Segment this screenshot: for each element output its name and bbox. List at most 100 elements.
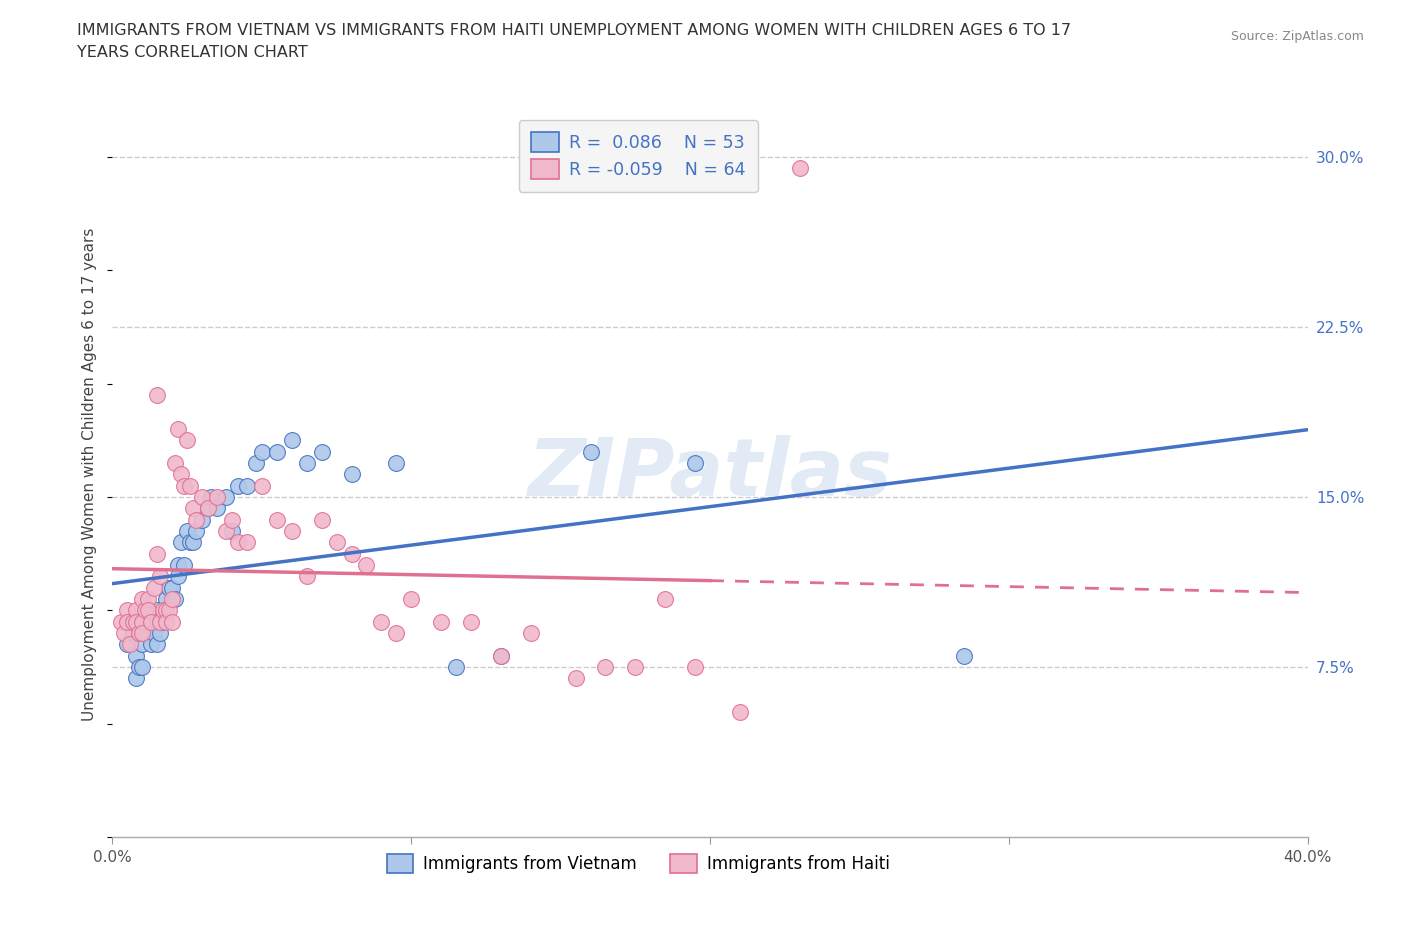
Point <box>520 626 543 641</box>
Point <box>186 512 208 527</box>
Point <box>122 614 145 629</box>
Point <box>215 489 238 504</box>
Point <box>117 603 139 618</box>
Point <box>162 591 183 606</box>
Point <box>110 614 132 629</box>
Point <box>340 467 363 482</box>
Point <box>141 637 163 652</box>
Point <box>165 591 187 606</box>
Point <box>122 626 145 641</box>
Point <box>683 659 706 674</box>
Y-axis label: Unemployment Among Women with Children Ages 6 to 17 years: Unemployment Among Women with Children A… <box>82 228 97 721</box>
Point <box>131 626 153 641</box>
Point <box>138 626 160 641</box>
Text: IMMIGRANTS FROM VIETNAM VS IMMIGRANTS FROM HAITI UNEMPLOYMENT AMONG WOMEN WITH C: IMMIGRANTS FROM VIETNAM VS IMMIGRANTS FR… <box>77 23 1071 38</box>
Point <box>117 614 139 629</box>
Point <box>143 626 166 641</box>
Point <box>149 569 172 584</box>
Point <box>157 580 180 595</box>
Point <box>146 614 169 629</box>
Point <box>489 648 512 663</box>
Point <box>143 580 166 595</box>
Point <box>162 614 183 629</box>
Point <box>215 524 238 538</box>
Point <box>186 524 208 538</box>
Point <box>138 603 160 618</box>
Point <box>117 614 139 629</box>
Point <box>162 580 183 595</box>
Point <box>236 535 259 550</box>
Point <box>125 648 148 663</box>
Point <box>125 614 148 629</box>
Point <box>170 467 193 482</box>
Point <box>430 614 453 629</box>
Point <box>401 591 423 606</box>
Point <box>179 478 201 493</box>
Point <box>167 558 190 573</box>
Point <box>146 637 169 652</box>
Point <box>200 489 222 504</box>
Point <box>205 501 228 516</box>
Text: YEARS CORRELATION CHART: YEARS CORRELATION CHART <box>77 45 308 60</box>
Point <box>146 388 169 403</box>
Text: Source: ZipAtlas.com: Source: ZipAtlas.com <box>1230 30 1364 43</box>
Point <box>624 659 647 674</box>
Point <box>564 671 586 685</box>
Point <box>953 648 976 663</box>
Point <box>131 659 153 674</box>
Point <box>117 637 139 652</box>
Point <box>181 535 204 550</box>
Point <box>114 626 135 641</box>
Point <box>152 614 174 629</box>
Point <box>728 705 751 720</box>
Point <box>340 546 363 561</box>
Point <box>654 591 676 606</box>
Point <box>311 512 333 527</box>
Point <box>131 614 153 629</box>
Point <box>460 614 482 629</box>
Point <box>155 591 177 606</box>
Point <box>181 501 204 516</box>
Point <box>385 626 408 641</box>
Point <box>595 659 617 674</box>
Point <box>155 614 177 629</box>
Point <box>128 626 150 641</box>
Point <box>191 489 214 504</box>
Point <box>128 659 150 674</box>
Point <box>165 456 187 471</box>
Point <box>170 535 193 550</box>
Point <box>311 445 333 459</box>
Point <box>131 637 153 652</box>
Point <box>683 456 706 471</box>
Point <box>245 456 267 471</box>
Point <box>221 512 243 527</box>
Point <box>125 603 148 618</box>
Point <box>176 432 198 447</box>
Point <box>385 456 408 471</box>
Point <box>138 603 160 618</box>
Point <box>295 456 318 471</box>
Point <box>197 501 219 516</box>
Point <box>141 614 163 629</box>
Point <box>125 671 148 685</box>
Point <box>146 603 169 618</box>
Point <box>138 591 160 606</box>
Point <box>325 535 347 550</box>
Point <box>167 569 190 584</box>
Point <box>226 535 249 550</box>
Point <box>370 614 392 629</box>
Point <box>236 478 259 493</box>
Point <box>131 591 153 606</box>
Point <box>197 501 219 516</box>
Point <box>157 603 180 618</box>
Point <box>266 512 288 527</box>
Point <box>131 626 153 641</box>
Point <box>141 614 163 629</box>
Point <box>579 445 602 459</box>
Point <box>176 524 198 538</box>
Point <box>356 558 378 573</box>
Point <box>489 648 512 663</box>
Point <box>789 161 811 176</box>
Point <box>281 432 304 447</box>
Point <box>173 558 195 573</box>
